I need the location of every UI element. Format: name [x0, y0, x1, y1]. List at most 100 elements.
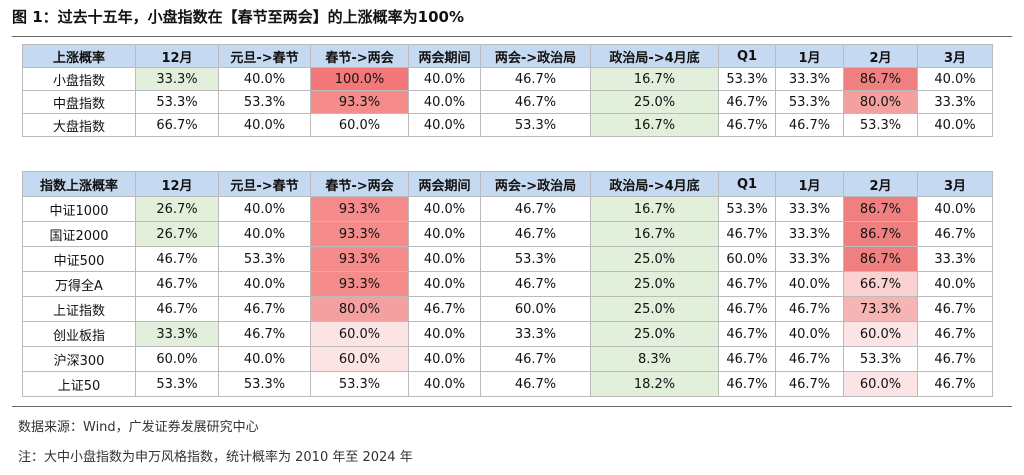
cell: 创业板指 — [22, 321, 136, 347]
cell: 40.0% — [408, 67, 481, 91]
cell: 40.0% — [218, 271, 311, 297]
table-row: 中证500 46.7% 53.3% 93.3% 40.0% 53.3% 25.0% 60.0%… — [22, 246, 993, 272]
header-cell: 12月 — [135, 171, 219, 197]
source: 数据来源：Wind，广发证券发展研究中心 — [18, 420, 259, 435]
cell: 46.7% — [218, 296, 311, 322]
cell: 60.0% — [310, 321, 409, 347]
cell: 46.7% — [718, 321, 776, 347]
cell: 33.3% — [917, 246, 993, 272]
cell: 33.3% — [480, 321, 591, 347]
cell: 53.3% — [843, 346, 918, 372]
header-cell: 春节->两会 — [310, 44, 409, 68]
cell: 40.0% — [775, 321, 844, 347]
cell: 46.7% — [917, 346, 993, 372]
cell: 86.7% — [843, 196, 918, 222]
cell: 18.2% — [590, 371, 719, 397]
cell: 上证指数 — [22, 296, 136, 322]
table-row: 万得全A 46.7% 40.0% 93.3% 40.0% 46.7% 25.0% 46.7% 4… — [22, 271, 993, 297]
cell: 60.0% — [480, 296, 591, 322]
title: 图 1：过去十五年，小盘指数在【春节至两会】的上涨概率为100% — [12, 8, 465, 26]
cell: 46.7% — [480, 371, 591, 397]
cell: 33.3% — [775, 221, 844, 247]
cell: 80.0% — [843, 90, 918, 114]
cell: 53.3% — [135, 90, 219, 114]
header-cell: Q1 — [718, 44, 776, 68]
header-cell: 指数上涨概率 — [22, 171, 136, 197]
cell: 60.0% — [310, 346, 409, 372]
cell: 33.3% — [135, 67, 219, 91]
cell: 46.7% — [135, 296, 219, 322]
cell: 40.0% — [218, 346, 311, 372]
cell: 46.7% — [775, 113, 844, 137]
cell: 40.0% — [408, 271, 481, 297]
cell: 40.0% — [218, 113, 311, 137]
cell: 46.7% — [408, 296, 481, 322]
cell: 46.7% — [718, 271, 776, 297]
cell: 46.7% — [480, 221, 591, 247]
cell: 40.0% — [218, 221, 311, 247]
cell: 100.0% — [310, 67, 409, 91]
cell: 8.3% — [590, 346, 719, 372]
cell: 40.0% — [408, 346, 481, 372]
table-row: 创业板指 33.3% 46.7% 60.0% 40.0% 33.3% 25.0% 46.7% 4… — [22, 321, 993, 347]
cell: 66.7% — [843, 271, 918, 297]
cell: 16.7% — [590, 196, 719, 222]
cell: 33.3% — [917, 90, 993, 114]
cell: 93.3% — [310, 271, 409, 297]
rule — [12, 36, 1012, 37]
cell: 33.3% — [135, 321, 219, 347]
cell: 中证500 — [22, 246, 136, 272]
cell: 93.3% — [310, 90, 409, 114]
cell: 53.3% — [775, 90, 844, 114]
cell: 33.3% — [775, 67, 844, 91]
cell: 93.3% — [310, 196, 409, 222]
header-cell: 2月 — [843, 44, 918, 68]
cell: 60.0% — [310, 113, 409, 137]
header-cell: 春节->两会 — [310, 171, 409, 197]
table-row: 小盘指数 33.3% 40.0% 100.0% 40.0% 46.7% 16.7% 53.3%… — [22, 67, 993, 91]
cell: 46.7% — [718, 296, 776, 322]
cell: 16.7% — [590, 67, 719, 91]
cell: 40.0% — [917, 196, 993, 222]
cell: 46.7% — [718, 346, 776, 372]
header-cell: 1月 — [775, 171, 844, 197]
cell: 46.7% — [218, 321, 311, 347]
header-cell: 政治局->4月底 — [590, 44, 719, 68]
cell: 46.7% — [775, 371, 844, 397]
cell: 86.7% — [843, 67, 918, 91]
header-cell: 两会->政治局 — [480, 44, 591, 68]
cell: 上证50 — [22, 371, 136, 397]
cell: 53.3% — [480, 113, 591, 137]
cell: 93.3% — [310, 221, 409, 247]
cell: 53.3% — [218, 90, 311, 114]
cell: 40.0% — [218, 196, 311, 222]
header-cell: 3月 — [917, 44, 993, 68]
table-row: 中盘指数 53.3% 53.3% 93.3% 40.0% 46.7% 25.0% 46.7% 5… — [22, 90, 993, 114]
cell: 46.7% — [480, 346, 591, 372]
cell: 53.3% — [718, 196, 776, 222]
cell: 40.0% — [408, 90, 481, 114]
header-cell: 3月 — [917, 171, 993, 197]
cell: 93.3% — [310, 246, 409, 272]
cell: 25.0% — [590, 321, 719, 347]
header-cell: 两会期间 — [408, 171, 481, 197]
cell: 46.7% — [135, 271, 219, 297]
table-row: 大盘指数 66.7% 40.0% 60.0% 40.0% 53.3% 16.7% 46.7% 4… — [22, 113, 993, 137]
cell: 46.7% — [480, 196, 591, 222]
table-row: 中证1000 26.7% 40.0% 93.3% 40.0% 46.7% 16.7% 53.3… — [22, 196, 993, 222]
cell: 40.0% — [408, 196, 481, 222]
cell: 40.0% — [218, 67, 311, 91]
table-row: 国证2000 26.7% 40.0% 93.3% 40.0% 46.7% 16.7% 46.7… — [22, 221, 993, 247]
header-cell: 政治局->4月底 — [590, 171, 719, 197]
cell: 80.0% — [310, 296, 409, 322]
cell: 16.7% — [590, 221, 719, 247]
header-cell: 元旦->春节 — [218, 44, 311, 68]
cell: 46.7% — [775, 296, 844, 322]
cell: 小盘指数 — [22, 67, 136, 91]
cell: 60.0% — [843, 371, 918, 397]
cell: 中证1000 — [22, 196, 136, 222]
table-row: 指数上涨概率 12月 元旦->春节 春节->两会 两会期间 两会->政治局 政治局->4月底… — [22, 171, 993, 197]
cell: 25.0% — [590, 246, 719, 272]
cell: 40.0% — [408, 371, 481, 397]
cell: 46.7% — [718, 221, 776, 247]
